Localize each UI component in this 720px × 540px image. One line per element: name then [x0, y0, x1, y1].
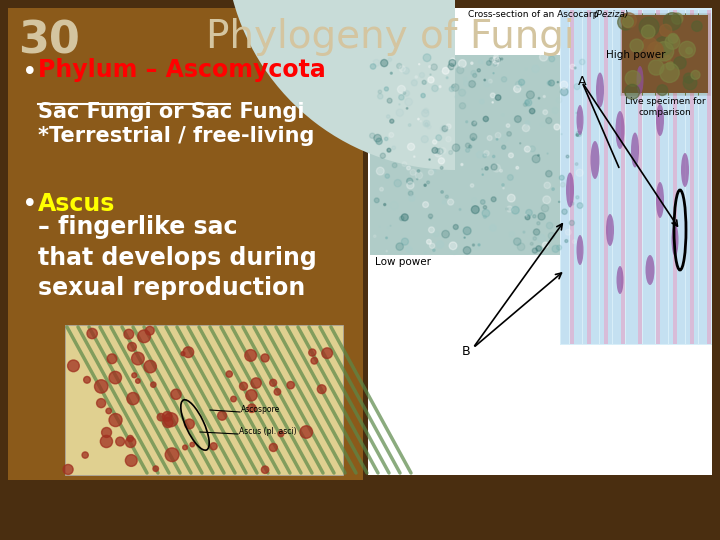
Circle shape: [665, 56, 671, 62]
Circle shape: [501, 58, 503, 60]
Ellipse shape: [606, 214, 614, 246]
FancyBboxPatch shape: [652, 10, 655, 344]
Circle shape: [246, 390, 257, 401]
Circle shape: [384, 137, 388, 140]
Circle shape: [428, 77, 434, 83]
Circle shape: [109, 414, 122, 427]
Circle shape: [423, 54, 431, 62]
Circle shape: [384, 204, 386, 206]
Circle shape: [464, 81, 469, 86]
Circle shape: [654, 37, 673, 55]
Circle shape: [474, 122, 476, 123]
Circle shape: [485, 167, 488, 170]
Circle shape: [566, 155, 569, 158]
Circle shape: [374, 134, 382, 142]
Circle shape: [525, 99, 532, 106]
Circle shape: [509, 232, 515, 237]
Circle shape: [469, 145, 472, 148]
Circle shape: [150, 382, 156, 387]
Ellipse shape: [646, 255, 654, 285]
Circle shape: [464, 237, 465, 238]
Circle shape: [438, 158, 444, 164]
Circle shape: [580, 59, 585, 65]
Circle shape: [413, 156, 415, 157]
FancyBboxPatch shape: [630, 10, 634, 344]
Circle shape: [448, 199, 454, 205]
Circle shape: [404, 91, 410, 96]
Circle shape: [226, 371, 233, 377]
Circle shape: [466, 148, 469, 152]
FancyBboxPatch shape: [8, 8, 363, 480]
Ellipse shape: [656, 182, 664, 218]
Circle shape: [577, 128, 580, 131]
Circle shape: [517, 243, 525, 251]
Ellipse shape: [636, 66, 644, 94]
FancyBboxPatch shape: [574, 10, 578, 344]
Circle shape: [649, 60, 664, 75]
Circle shape: [477, 151, 483, 158]
Circle shape: [445, 195, 449, 198]
FancyBboxPatch shape: [65, 325, 343, 475]
Circle shape: [639, 17, 659, 37]
Circle shape: [557, 245, 562, 250]
Circle shape: [533, 215, 536, 218]
Circle shape: [549, 56, 554, 62]
Circle shape: [300, 426, 312, 438]
FancyBboxPatch shape: [685, 10, 690, 344]
Circle shape: [482, 168, 483, 170]
Circle shape: [518, 79, 525, 85]
Circle shape: [533, 237, 536, 240]
Circle shape: [672, 13, 683, 24]
Circle shape: [446, 77, 448, 79]
Circle shape: [418, 170, 420, 172]
Circle shape: [454, 225, 458, 230]
Circle shape: [493, 61, 498, 66]
FancyBboxPatch shape: [643, 10, 647, 344]
Circle shape: [537, 222, 540, 225]
FancyBboxPatch shape: [617, 10, 621, 344]
Circle shape: [386, 237, 387, 239]
Circle shape: [547, 81, 551, 85]
Circle shape: [245, 349, 256, 361]
Circle shape: [132, 352, 144, 365]
Circle shape: [477, 69, 480, 72]
Circle shape: [525, 121, 529, 125]
Circle shape: [419, 72, 425, 78]
Circle shape: [537, 234, 545, 242]
Circle shape: [433, 140, 437, 144]
Circle shape: [482, 174, 483, 176]
Circle shape: [513, 238, 521, 245]
Circle shape: [429, 243, 435, 248]
Circle shape: [576, 134, 579, 136]
Circle shape: [649, 42, 662, 55]
Circle shape: [408, 143, 415, 150]
Circle shape: [529, 109, 535, 114]
Circle shape: [441, 125, 448, 133]
Circle shape: [492, 164, 500, 172]
Circle shape: [484, 80, 490, 86]
FancyBboxPatch shape: [703, 10, 707, 344]
Circle shape: [523, 231, 525, 233]
Circle shape: [240, 382, 248, 390]
Circle shape: [441, 191, 444, 193]
Circle shape: [388, 58, 392, 62]
Circle shape: [411, 80, 418, 86]
Circle shape: [547, 153, 548, 154]
Circle shape: [668, 33, 678, 43]
Circle shape: [163, 417, 173, 428]
Circle shape: [430, 74, 431, 75]
Circle shape: [557, 82, 559, 83]
Circle shape: [663, 12, 681, 30]
Circle shape: [449, 86, 454, 92]
FancyBboxPatch shape: [668, 10, 672, 344]
Text: Ascus (pl. asci): Ascus (pl. asci): [239, 427, 297, 435]
Circle shape: [523, 103, 527, 106]
Circle shape: [562, 209, 567, 214]
Circle shape: [552, 107, 558, 113]
FancyBboxPatch shape: [622, 15, 708, 93]
Circle shape: [549, 80, 554, 86]
Circle shape: [84, 376, 91, 383]
Circle shape: [407, 178, 413, 184]
Text: (Peziza): (Peziza): [593, 10, 629, 19]
